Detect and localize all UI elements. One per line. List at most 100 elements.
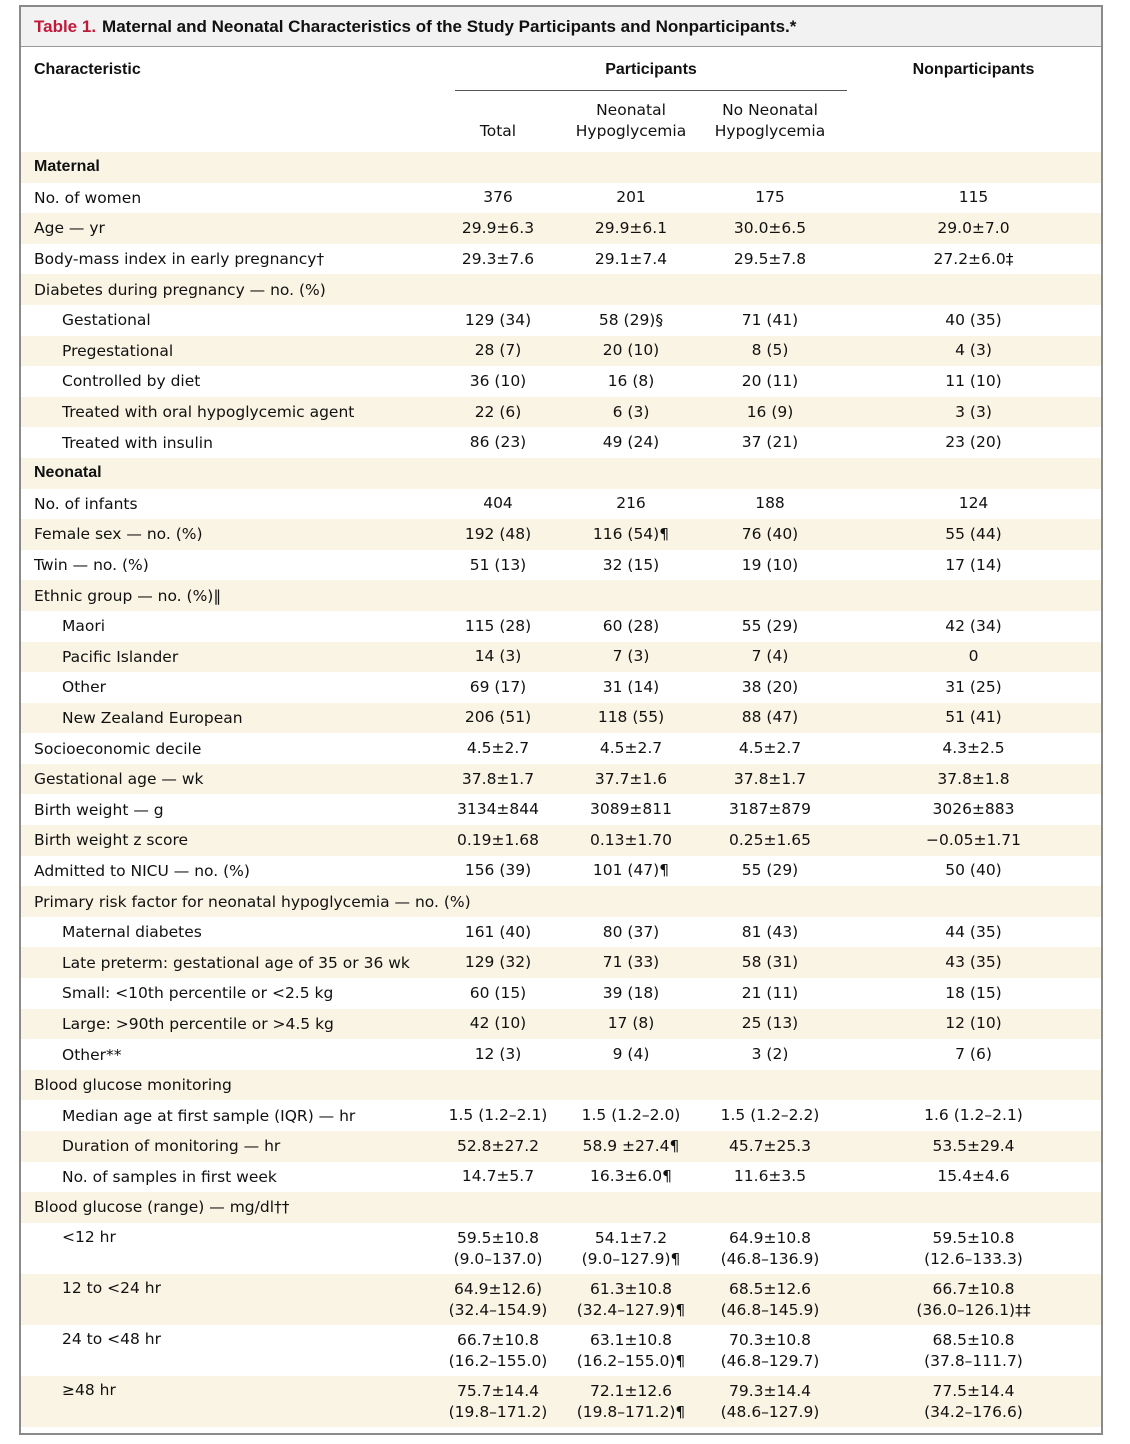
cell-total: 3134±844 xyxy=(456,800,540,819)
cell-range: (16.2–155.0) xyxy=(448,1351,548,1370)
cell-nonparticipants: 12 (10) xyxy=(945,1014,1002,1033)
cell-neonatal-hypoglycemia: 63.1±10.8 (16.2–155.0)¶ xyxy=(566,1330,696,1372)
cell-value: 70.3±10.8 xyxy=(728,1330,811,1349)
row-label: Diabetes during pregnancy — no. (%) xyxy=(34,280,326,299)
table-row: Other 69 (17) 31 (14) 38 (20) 31 (25) xyxy=(21,672,1101,703)
cell-nonparticipants: 7 (6) xyxy=(955,1045,992,1064)
cell-nonparticipants: 43 (35) xyxy=(945,953,1002,972)
cell-nonparticipants: 42 (34) xyxy=(945,616,1002,635)
cell-no-neonatal-hypoglycemia: 19 (10) xyxy=(741,555,799,574)
cell-no-neonatal-hypoglycemia: 30.0±6.5 xyxy=(733,218,807,237)
header-no-neonatal-hypoglycemia-line2: Hypoglycemia xyxy=(714,122,826,140)
table-row: Treated with insulin 86 (23) 49 (24) 37 (21… xyxy=(21,427,1101,458)
cell-total: 29.9±6.3 xyxy=(461,218,535,237)
cell-neonatal-hypoglycemia: 49 (24) xyxy=(602,433,660,452)
row-label: Birth weight — g xyxy=(34,800,164,819)
row-label: Gestational xyxy=(62,311,151,330)
table-row: Twin — no. (%) 51 (13) 32 (15) 19 (10) 17 (1… xyxy=(21,550,1101,581)
cell-nonparticipants: 31 (25) xyxy=(945,677,1002,696)
cell-no-neonatal-hypoglycemia: 1.5 (1.2–2.2) xyxy=(720,1106,820,1125)
row-label: Controlled by diet xyxy=(62,372,201,391)
cell-nonparticipants: 68.5±10.8 (37.8–111.7) xyxy=(901,1330,1046,1372)
table-row: Socioeconomic decile 4.5±2.7 4.5±2.7 4.5±2.… xyxy=(21,733,1101,764)
header-participants: Participants xyxy=(605,61,697,78)
table-body: Maternal No. of women 376 201 175 115 Age — yr… xyxy=(21,152,1101,1427)
cell-total: 59.5±10.8 (9.0–137.0) xyxy=(436,1228,560,1270)
row-label: New Zealand European xyxy=(62,708,243,727)
cell-neonatal-hypoglycemia: 54.1±7.2 (9.0–127.9)¶ xyxy=(566,1228,696,1270)
cell-total: 115 (28) xyxy=(464,616,532,635)
cell-no-neonatal-hypoglycemia: 3 (2) xyxy=(751,1045,789,1064)
table-row: Gestational age — wk 37.8±1.7 37.7±1.6 37.8… xyxy=(21,763,1101,795)
table-row: Ethnic group — no. (%)‖ xyxy=(21,580,1101,611)
cell-range: (19.8–171.2) xyxy=(448,1402,548,1421)
cell-nonparticipants: 4 (3) xyxy=(955,341,992,360)
cell-no-neonatal-hypoglycemia: 0.25±1.65 xyxy=(728,830,811,849)
cell-neonatal-hypoglycemia: 39 (18) xyxy=(602,983,660,1002)
table-row: Other** 12 (3) 9 (4) 3 (2) 7 (6) xyxy=(21,1039,1101,1070)
cell-nonparticipants: 50 (40) xyxy=(945,861,1002,880)
cell-nonparticipants: 1.6 (1.2–2.1) xyxy=(924,1106,1023,1125)
cell-no-neonatal-hypoglycemia: 58 (31) xyxy=(741,953,799,972)
cell-range: (36.0–126.1)‡‡ xyxy=(916,1300,1031,1319)
cell-neonatal-hypoglycemia: 0.13±1.70 xyxy=(589,830,672,849)
cell-total: 404 xyxy=(483,494,513,513)
row-label: ≥48 hr xyxy=(62,1380,116,1399)
cell-value: 61.3±10.8 xyxy=(589,1279,672,1298)
table-row: Admitted to NICU — no. (%) 156 (39) 101 (4… xyxy=(21,856,1101,887)
cell-nonparticipants: 37.8±1.8 xyxy=(937,769,1010,788)
cell-range: (37.8–111.7) xyxy=(924,1351,1023,1370)
cell-nonparticipants: 11 (10) xyxy=(945,371,1002,390)
cell-no-neonatal-hypoglycemia: 55 (29) xyxy=(741,861,799,880)
cell-value: 77.5±14.4 xyxy=(932,1381,1015,1400)
cell-value: 72.1±12.6 xyxy=(589,1381,672,1400)
cell-range: (46.8–129.7) xyxy=(720,1351,820,1370)
cell-nonparticipants: 66.7±10.8 (36.0–126.1)‡‡ xyxy=(901,1279,1046,1321)
cell-no-neonatal-hypoglycemia: 188 xyxy=(755,494,785,513)
cell-value: 66.7±10.8 xyxy=(456,1330,539,1349)
header-neonatal-hypoglycemia: Neonatal Hypoglycemia xyxy=(566,100,696,142)
cell-total: 4.5±2.7 xyxy=(466,739,530,758)
cell-no-neonatal-hypoglycemia: 76 (40) xyxy=(741,524,799,543)
header-neonatal-hypoglycemia-line2: Hypoglycemia xyxy=(575,122,687,140)
cell-neonatal-hypoglycemia: 116 (54)¶ xyxy=(592,524,670,543)
cell-neonatal-hypoglycemia: 31 (14) xyxy=(602,677,660,696)
cell-nonparticipants: 3026±883 xyxy=(932,800,1015,819)
row-label: <12 hr xyxy=(62,1227,116,1246)
cell-nonparticipants: 18 (15) xyxy=(945,983,1002,1002)
cell-no-neonatal-hypoglycemia: 37.8±1.7 xyxy=(733,769,807,788)
cell-range: (48.6–127.9) xyxy=(720,1402,820,1421)
row-label: Small: <10th percentile or <2.5 kg xyxy=(62,984,334,1003)
table-number: Table 1. xyxy=(34,16,97,36)
cell-nonparticipants: 77.5±14.4 (34.2–176.6) xyxy=(901,1381,1046,1423)
row-label: Duration of monitoring — hr xyxy=(62,1137,281,1156)
cell-neonatal-hypoglycemia: 71 (33) xyxy=(602,953,660,972)
table-row: No. of infants 404 216 188 124 xyxy=(21,489,1101,520)
cell-total: 66.7±10.8 (16.2–155.0) xyxy=(436,1330,560,1372)
cell-no-neonatal-hypoglycemia: 7 (4) xyxy=(751,647,789,666)
row-label: Neonatal xyxy=(34,464,102,482)
table-row: Duration of monitoring — hr 52.8±27.2 58.9… xyxy=(21,1131,1101,1162)
row-label: Birth weight z score xyxy=(34,831,189,850)
table-title-bar: Table 1. Maternal and Neonatal Character… xyxy=(21,7,1101,47)
cell-range: (32.4–154.9) xyxy=(448,1300,548,1319)
cell-nonparticipants: 29.0±7.0 xyxy=(937,218,1010,237)
cell-total: 69 (17) xyxy=(469,677,527,696)
cell-no-neonatal-hypoglycemia: 79.3±14.4 (48.6–127.9) xyxy=(705,1381,835,1423)
row-label: Body-mass index in early pregnancy† xyxy=(34,250,325,269)
cell-no-neonatal-hypoglycemia: 55 (29) xyxy=(741,616,799,635)
cell-neonatal-hypoglycemia: 9 (4) xyxy=(612,1045,650,1064)
cell-nonparticipants: 53.5±29.4 xyxy=(932,1136,1015,1155)
section-header-row: Maternal xyxy=(21,152,1101,183)
row-label: 24 to <48 hr xyxy=(62,1329,161,1348)
cell-range: (12.6–133.3) xyxy=(924,1249,1023,1268)
cell-nonparticipants: 0 xyxy=(968,647,979,666)
cell-range: (9.0–127.9)¶ xyxy=(581,1249,681,1268)
cell-total: 206 (51) xyxy=(464,708,532,727)
cell-neonatal-hypoglycemia: 3089±811 xyxy=(589,800,673,819)
cell-total: 129 (34) xyxy=(464,310,532,329)
cell-value: 64.9±10.8 xyxy=(728,1228,811,1247)
table-row: Pacific Islander 14 (3) 7 (3) 7 (4) 0 xyxy=(21,641,1101,673)
cell-value: 63.1±10.8 xyxy=(589,1330,672,1349)
cell-total: 1.5 (1.2–2.1) xyxy=(448,1106,548,1125)
